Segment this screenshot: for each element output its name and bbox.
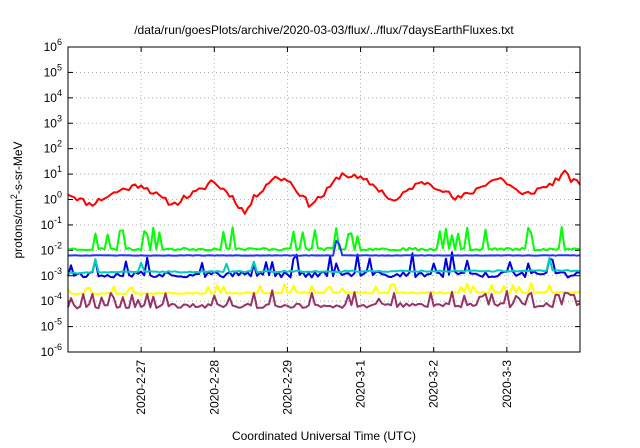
x-axis-label: Coordinated Universal Time (UTC): [232, 429, 416, 443]
y-tick-label: 105: [44, 62, 62, 79]
y-tick-label: 102: [44, 139, 62, 156]
plot-border: [67, 46, 581, 353]
x-tick-label: 2020-2-28: [207, 360, 221, 415]
y-tick-label: 106: [44, 37, 62, 54]
y-axis-label-rest: -s-sr-MeV: [11, 141, 25, 194]
x-tick-label: 2020-3-3: [500, 360, 514, 408]
x-axis-tick-labels: 2020-2-27 2020-2-28 2020-2-29 2020-3-1 2020-…: [134, 360, 514, 415]
y-tick-label: 100: [44, 190, 62, 207]
x-tick-label: 2020-3-1: [354, 360, 368, 408]
y-axis-label: protons/cm2-s-sr-MeV: [9, 141, 25, 258]
x-tick-label: 2020-2-29: [280, 360, 294, 415]
series-line-1: [67, 169, 581, 215]
x-tick-label: 2020-2-27: [134, 360, 148, 415]
series-line-5: [68, 239, 581, 257]
y-tick-label: 10-1: [41, 215, 62, 232]
grid: [68, 46, 580, 353]
y-tick-label: 10-5: [41, 317, 62, 334]
y-tick-label: 10-6: [41, 342, 62, 359]
y-tick-label: 103: [44, 113, 62, 130]
series-line-6: [67, 282, 581, 296]
y-axis-label-sup: 2: [9, 194, 19, 199]
x-tick-label: 2020-3-2: [427, 360, 441, 408]
y-tick-label: 101: [44, 164, 62, 181]
series-line-2: [67, 226, 581, 252]
y-axis-label-main: protons/cm: [11, 199, 25, 258]
y-axis-tick-labels: 106 105 104 103 102 101 100 10-1 10-2 10-3 10-4 10-…: [41, 37, 62, 359]
y-tick-label: 10-3: [41, 266, 62, 283]
plot-area: [67, 169, 581, 310]
y-tick-label: 104: [44, 88, 62, 105]
series-line-7: [67, 289, 581, 310]
y-tick-label: 10-4: [41, 291, 62, 308]
y-tick-label: 10-2: [41, 240, 62, 257]
series-line-4: [67, 257, 581, 275]
chart-title: /data/run/goesPlots/archive/2020-03-03/f…: [134, 23, 514, 37]
